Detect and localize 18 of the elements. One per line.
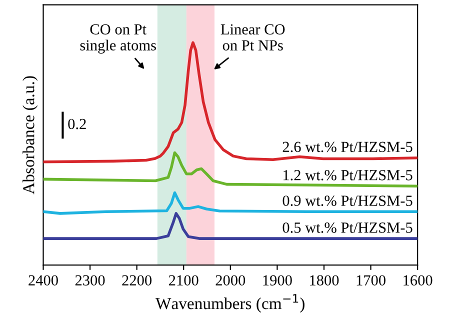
x-tick-label: 2300: [75, 275, 105, 286]
x-tick-label: 2200: [122, 275, 152, 286]
x-axis-title: Wavenumbers (cm$^{−1}$): [156, 294, 304, 313]
annotation: Linear CO on Pt NPs: [220, 24, 285, 50]
x-tick-label: 2000: [216, 275, 246, 286]
x-tick-label: 2100: [169, 275, 198, 286]
x-tick-label: 1600: [404, 275, 432, 286]
x-tick-label: 1900: [263, 275, 292, 286]
series-label: 0.5 wt.% Pt/HZSM-5: [282, 222, 412, 233]
x-tick-label: 1800: [310, 275, 339, 286]
y-axis-title: Absorbance (a.u.): [22, 76, 38, 194]
x-tick-label: 2400: [28, 275, 58, 286]
series-label: 0.9 wt.% Pt/HZSM-5: [282, 196, 412, 206]
series-label: 2.6 wt.% Pt/HZSM-5: [282, 142, 412, 152]
x-tick-label: 1700: [356, 275, 386, 286]
annotation: CO on Pt single atoms: [80, 24, 156, 54]
series-label: 1.2 wt.% Pt/HZSM-5: [284, 170, 412, 180]
annotation: 0.2: [68, 118, 86, 130]
